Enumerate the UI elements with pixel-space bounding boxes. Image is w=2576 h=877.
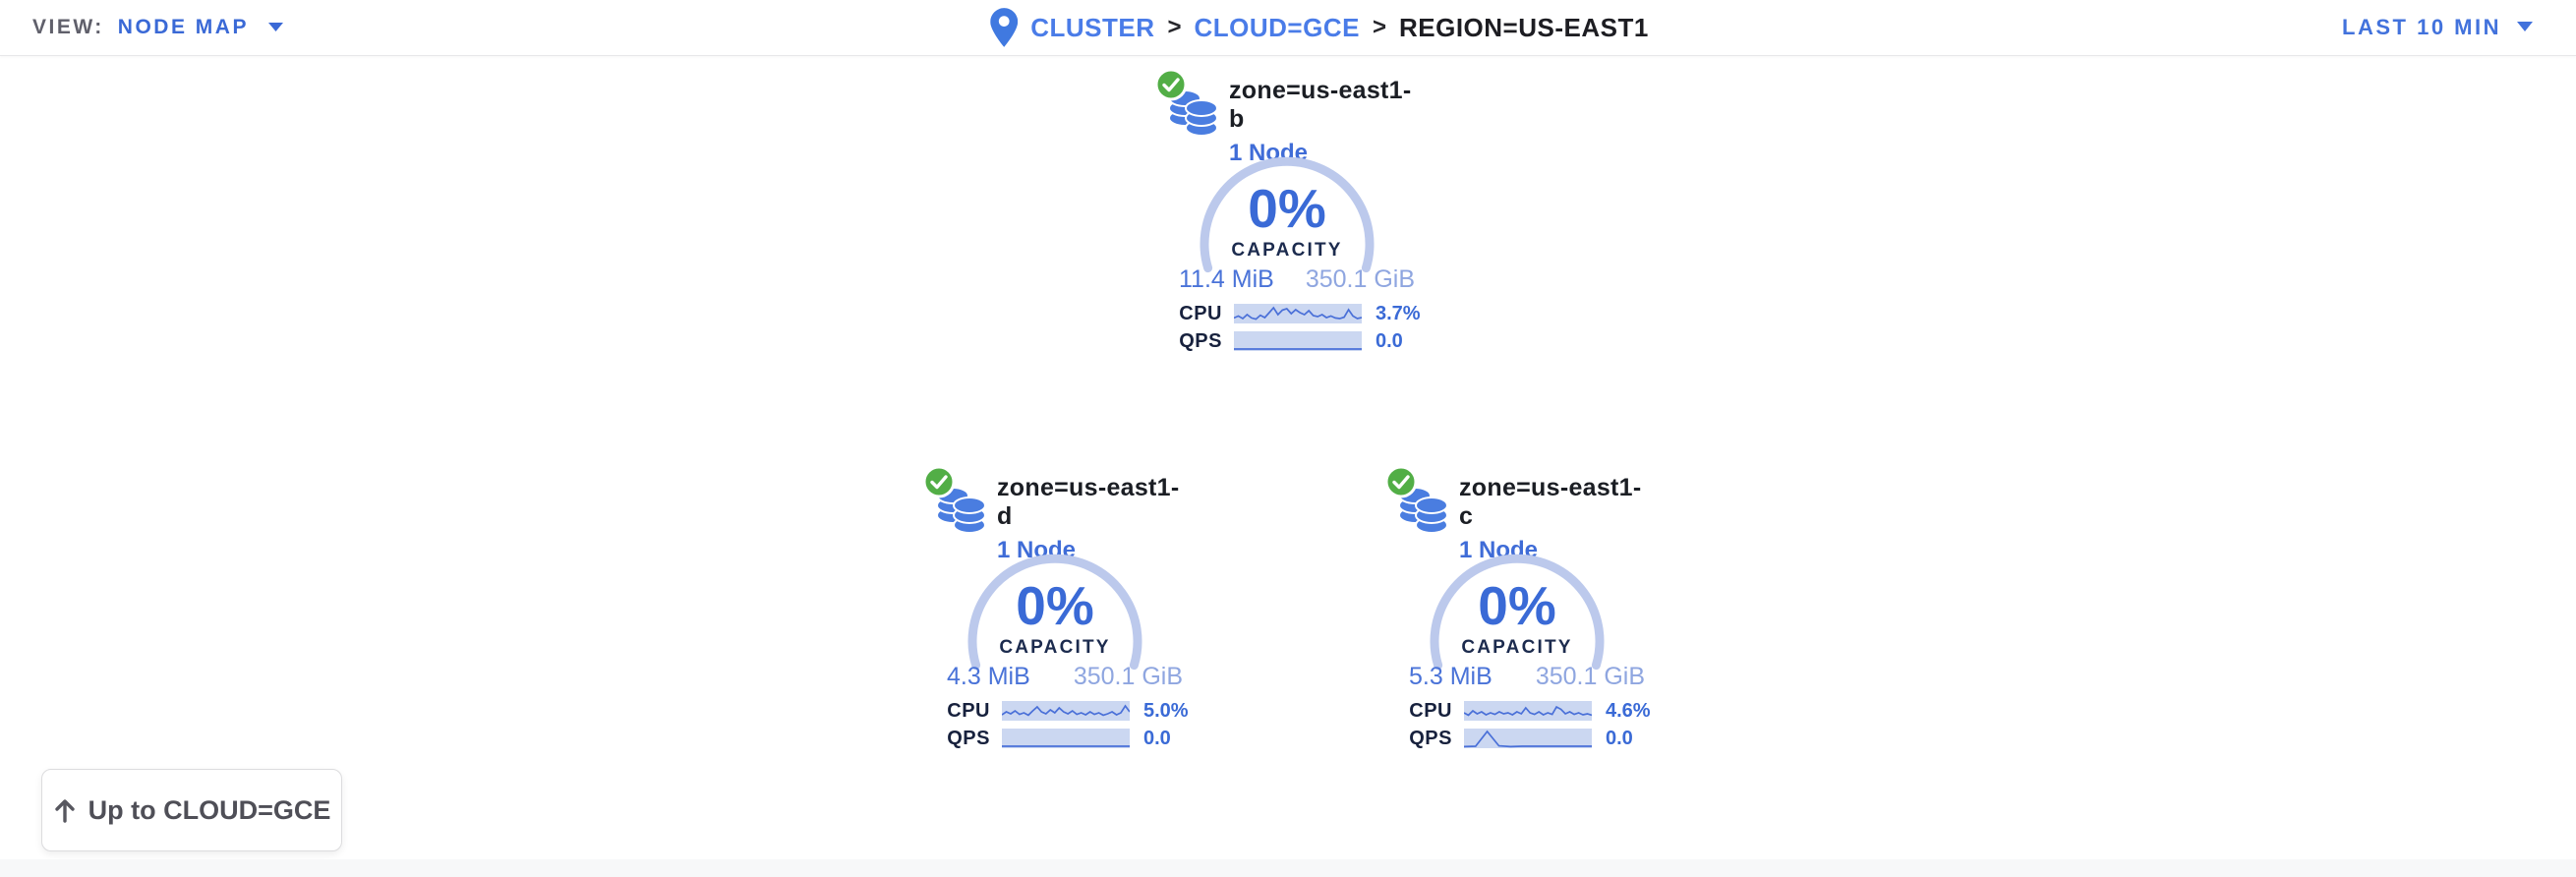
capacity-gauge-arc (967, 554, 1142, 671)
up-button-label: Up to CLOUD=GCE (88, 794, 331, 825)
capacity-label: CAPACITY (999, 637, 1111, 658)
capacity-percentage: 0% (1016, 575, 1094, 636)
cpu-value: 5.0% (1143, 699, 1189, 722)
qps-stat-row: QPS 0.0 (1379, 728, 1655, 749)
qps-label: QPS (1179, 329, 1222, 352)
database-stack-icon (1384, 465, 1454, 541)
qps-label: QPS (1409, 727, 1452, 749)
qps-value: 0.0 (1606, 727, 1633, 749)
zone-card-us-east1-d[interactable]: zone=us-east1-d 1 Node 0% CAPACITY 4.3 M… (917, 462, 1193, 757)
qps-value: 0.0 (1376, 329, 1403, 352)
capacity-values-row: 11.4 MiB 350.1 GiB (1179, 265, 1415, 294)
cpu-stat-row: CPU 5.0% (917, 700, 1193, 722)
view-value: NODE MAP (117, 16, 249, 38)
qps-sparkline (1464, 729, 1592, 748)
breadcrumb-cluster-link[interactable]: CLUSTER (1030, 12, 1155, 42)
zone-card-us-east1-c[interactable]: zone=us-east1-c 1 Node 0% CAPACITY 5.3 M… (1379, 462, 1655, 757)
capacity-gauge: 0% CAPACITY (962, 547, 1148, 676)
arrow-up-icon (53, 797, 77, 823)
cpu-label: CPU (1409, 699, 1452, 722)
cpu-sparkline (1464, 701, 1592, 721)
up-to-cloud-gce-button[interactable]: Up to CLOUD=GCE (41, 769, 342, 851)
cpu-value: 3.7% (1376, 302, 1421, 324)
capacity-used-value: 11.4 MiB (1179, 265, 1274, 293)
capacity-used-value: 5.3 MiB (1409, 663, 1493, 690)
cpu-label: CPU (947, 699, 990, 722)
capacity-percentage: 0% (1248, 178, 1326, 239)
breadcrumb-cloud-link[interactable]: CLOUD=GCE (1194, 12, 1360, 42)
breadcrumb-separator: > (1167, 14, 1182, 40)
chevron-down-icon (267, 19, 283, 36)
zone-card-us-east1-b[interactable]: zone=us-east1-b 1 Node 0% CAPACITY 11.4 … (1149, 65, 1425, 360)
capacity-label: CAPACITY (1461, 637, 1573, 658)
cpu-label: CPU (1179, 302, 1222, 324)
capacity-total-value: 350.1 GiB (1073, 663, 1183, 690)
zone-title: zone=us-east1-d (997, 474, 1180, 530)
capacity-percentage: 0% (1478, 575, 1556, 636)
zone-title: zone=us-east1-c (1459, 474, 1642, 530)
capacity-label: CAPACITY (1231, 240, 1343, 261)
time-range-value: LAST 10 MIN (2342, 15, 2501, 39)
qps-stat-row: QPS 0.0 (917, 728, 1193, 749)
cpu-stat-row: CPU 4.6% (1379, 700, 1655, 722)
capacity-gauge: 0% CAPACITY (1194, 149, 1380, 279)
healthy-check-icon (1153, 67, 1189, 107)
database-stack-icon (922, 465, 992, 541)
qps-value: 0.0 (1143, 727, 1171, 749)
capacity-gauge-arc (1430, 554, 1605, 671)
qps-sparkline (1234, 331, 1362, 351)
chevron-down-icon (2517, 19, 2533, 36)
capacity-total-value: 350.1 GiB (1305, 265, 1415, 293)
cpu-sparkline (1002, 701, 1130, 721)
healthy-check-icon (1383, 464, 1419, 504)
time-range-dropdown[interactable]: LAST 10 MIN (2342, 0, 2533, 55)
capacity-gauge-arc (1200, 156, 1375, 273)
location-pin-icon (990, 8, 1019, 47)
zone-header: zone=us-east1-d 1 Node (917, 462, 1193, 563)
capacity-values-row: 5.3 MiB 350.1 GiB (1409, 663, 1645, 691)
cpu-stat-row: CPU 3.7% (1149, 303, 1425, 324)
zone-header: zone=us-east1-b 1 Node (1149, 65, 1425, 166)
capacity-used-value: 4.3 MiB (947, 663, 1030, 690)
zone-title: zone=us-east1-b (1229, 77, 1412, 133)
breadcrumb: CLUSTER > CLOUD=GCE > REGION=US-EAST1 (990, 0, 1649, 55)
database-stack-icon (1154, 68, 1224, 144)
qps-label: QPS (947, 727, 990, 749)
capacity-total-value: 350.1 GiB (1535, 663, 1645, 690)
cpu-sparkline (1234, 304, 1362, 323)
view-label: VIEW: (32, 16, 104, 38)
topbar: VIEW: NODE MAP CLUSTER > CLOUD=GCE > REG… (0, 0, 2576, 56)
healthy-check-icon (921, 464, 957, 504)
qps-stat-row: QPS 0.0 (1149, 330, 1425, 352)
capacity-gauge: 0% CAPACITY (1424, 547, 1610, 676)
breadcrumb-separator: > (1372, 14, 1386, 40)
capacity-values-row: 4.3 MiB 350.1 GiB (947, 663, 1183, 691)
view-dropdown[interactable]: VIEW: NODE MAP (32, 0, 283, 55)
qps-sparkline (1002, 729, 1130, 748)
bottom-strip (0, 859, 2576, 877)
breadcrumb-current-region: REGION=US-EAST1 (1398, 12, 1649, 42)
zone-header: zone=us-east1-c 1 Node (1379, 462, 1655, 563)
cpu-value: 4.6% (1606, 699, 1651, 722)
